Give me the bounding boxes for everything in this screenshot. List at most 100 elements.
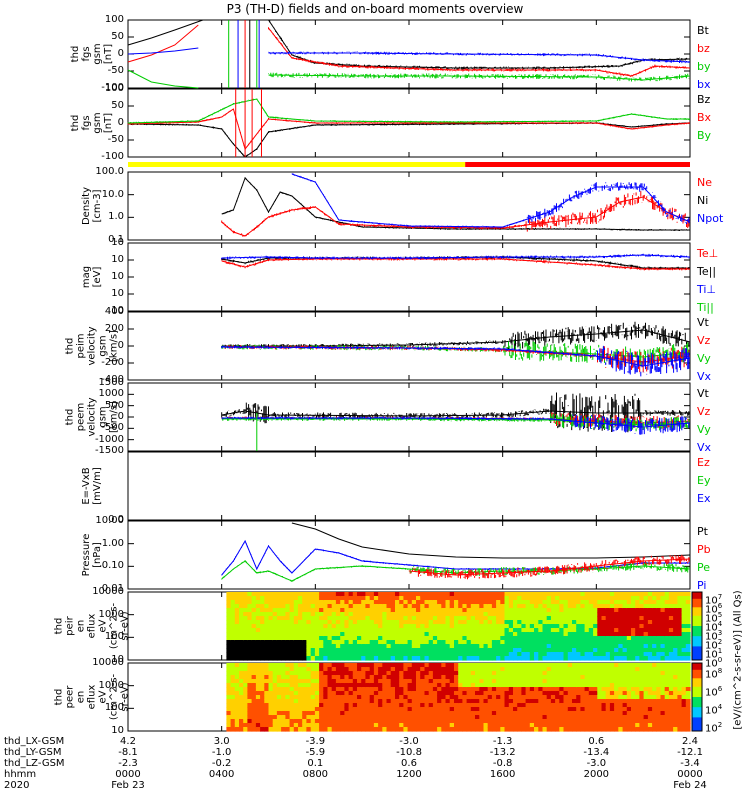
electron-spectrogram-cell [243, 679, 248, 684]
electron-spectrogram-cell [542, 675, 548, 680]
electron-spectrogram-cell [314, 679, 320, 684]
ion-spectrogram-cell [357, 652, 362, 657]
electron-spectrogram-cell [264, 679, 270, 684]
electron-spectrogram-cell [281, 711, 286, 716]
ion-spectrogram-cell [344, 596, 350, 601]
electron-spectrogram-cell [268, 703, 274, 708]
ion-spectrogram-cell [306, 652, 312, 657]
electron-spectrogram-cell [281, 679, 286, 684]
ion-spectrogram-cell [378, 632, 383, 637]
electron-spectrogram-cell [310, 699, 316, 704]
panel-ylabel: E=-VxB [mV/m] [81, 467, 103, 505]
ion-spectrogram-cell [416, 612, 421, 617]
ion-spectrogram-cell [517, 620, 522, 625]
ion-spectrogram-cell [445, 632, 451, 637]
electron-spectrogram-cell [500, 671, 506, 676]
ytick-label: 0.0 [108, 514, 124, 525]
electron-spectrogram-cell [352, 723, 358, 728]
electron-spectrogram-cell [685, 715, 691, 720]
electron-spectrogram-cell [466, 687, 472, 692]
ion-spectrogram-cell [664, 624, 670, 629]
electron-spectrogram-cell [555, 711, 560, 716]
ion-spectrogram-cell [622, 616, 628, 621]
legend-fgs2: Bx [697, 111, 712, 124]
ion-spectrogram-cell [550, 632, 556, 637]
electron-spectrogram-cell [424, 663, 430, 668]
electron-spectrogram-cell [357, 723, 362, 728]
ion-spectrogram-cell [289, 648, 295, 653]
electron-spectrogram-cell [622, 719, 628, 724]
electron-spectrogram-cell [285, 663, 291, 668]
ion-spectrogram-cell [226, 628, 232, 633]
ytick-label: 100 [104, 14, 124, 25]
ion-spectrogram-cell [395, 608, 400, 613]
ion-spectrogram-cell [538, 612, 544, 617]
electron-spectrogram-cell [513, 663, 518, 668]
ion-spectrogram-cell [310, 644, 316, 649]
electron-spectrogram-cell [668, 679, 674, 684]
ion-spectrogram-cell [609, 592, 615, 597]
electron-spectrogram-cell [567, 695, 573, 700]
electron-spectrogram-cell [340, 675, 345, 680]
electron-spectrogram-cell [432, 675, 438, 680]
colorbar-tick: 106 [705, 602, 723, 616]
electron-spectrogram-cell [491, 723, 497, 728]
ion-spectrogram-cell [685, 596, 691, 601]
electron-spectrogram-cell [230, 703, 236, 708]
ion-spectrogram-cell [255, 612, 261, 617]
ion-spectrogram-cell [605, 632, 611, 637]
ion-spectrogram-cell [230, 612, 236, 617]
ion-spectrogram-cell [420, 620, 425, 625]
electron-spectrogram-cell [407, 727, 413, 732]
ion-spectrogram-cell [234, 620, 240, 625]
electron-spectrogram-cell [331, 675, 337, 680]
colorbar-ions-segment [692, 658, 702, 661]
electron-spectrogram-cell [411, 703, 417, 708]
colorbar-electrons-segment [692, 722, 702, 725]
ion-spectrogram-cell [500, 600, 506, 605]
ion-spectrogram-cell [395, 628, 400, 633]
electron-spectrogram-cell [411, 723, 417, 728]
electron-spectrogram-cell [395, 679, 400, 684]
colorbar-tick: 106 [705, 685, 723, 699]
electron-spectrogram-cell [664, 703, 670, 708]
electron-spectrogram-cell [373, 667, 379, 672]
ion-spectrogram-cell [255, 652, 261, 657]
colorbar-electrons-segment [692, 678, 702, 681]
ion-spectrogram-cell [458, 652, 463, 657]
ion-spectrogram-cell [479, 640, 485, 645]
electron-spectrogram-cell [226, 683, 232, 688]
ion-spectrogram-cell [593, 632, 598, 637]
ion-spectrogram-cell [441, 604, 447, 609]
electron-spectrogram-cell [487, 675, 493, 680]
ion-spectrogram-cell [664, 620, 670, 625]
ion-spectrogram-cell [386, 616, 392, 621]
electron-spectrogram-cell [517, 723, 522, 728]
ion-spectrogram-cell [340, 656, 345, 661]
electron-spectrogram-cell [247, 683, 253, 688]
electron-spectrogram-cell [441, 683, 447, 688]
electron-spectrogram-cell [479, 727, 485, 732]
ytick-label: 50 [111, 100, 124, 111]
electron-spectrogram-cell [475, 663, 480, 668]
electron-spectrogram-cell [631, 687, 636, 692]
electron-spectrogram-cell [466, 691, 472, 696]
ion-spectrogram-cell [631, 604, 636, 609]
ion-spectrogram-cell [251, 640, 257, 645]
electron-spectrogram-cell [302, 671, 307, 676]
ion-spectrogram-cell [529, 604, 535, 609]
ion-spectrogram-cell [643, 600, 649, 605]
ion-spectrogram-cell [647, 640, 653, 645]
ion-spectrogram-cell [647, 600, 653, 605]
ion-spectrogram-cell [281, 600, 286, 605]
ion-spectrogram-cell [298, 612, 303, 617]
electron-spectrogram-cell [411, 707, 417, 712]
electron-spectrogram-cell [268, 707, 274, 712]
panel-frame-dens [127, 171, 691, 241]
electron-spectrogram-cell [614, 675, 619, 680]
ion-spectrogram-cell [458, 644, 463, 649]
electron-spectrogram-cell [416, 683, 421, 688]
electron-spectrogram-cell [681, 687, 687, 692]
electron-spectrogram-cell [226, 695, 232, 700]
ion-spectrogram-cell [352, 604, 358, 609]
